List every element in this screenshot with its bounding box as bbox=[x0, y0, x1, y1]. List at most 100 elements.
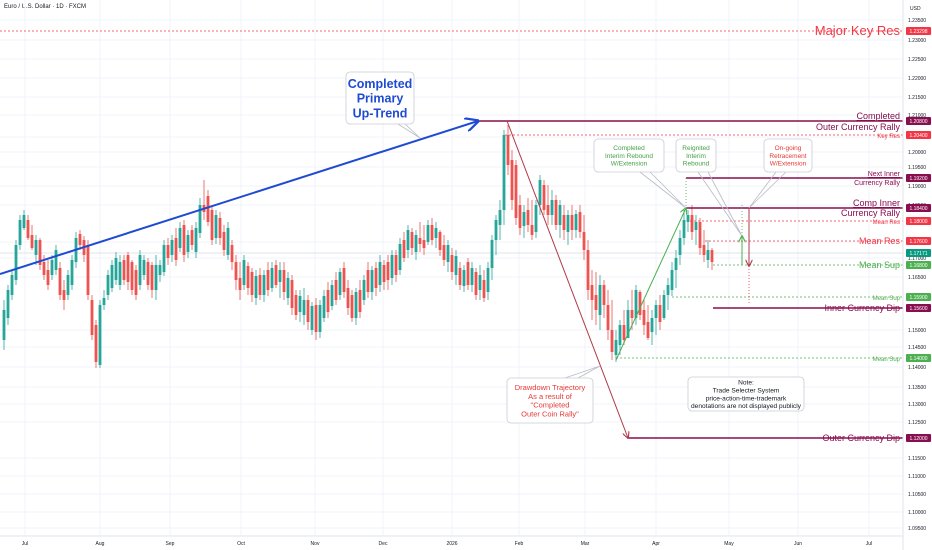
candle-down bbox=[234, 262, 238, 280]
price-tag-value: 1.17600 bbox=[909, 239, 927, 245]
callout-pointer bbox=[748, 171, 787, 209]
price-tag[interactable]: 1.19200 bbox=[906, 174, 931, 182]
price-tick-label: 1.10500 bbox=[908, 492, 926, 498]
price-tag[interactable]: 1.18400 bbox=[906, 204, 931, 212]
candle-up bbox=[626, 310, 630, 338]
callout-box bbox=[506, 377, 594, 424]
candle-down bbox=[586, 250, 590, 290]
candle-up bbox=[502, 135, 506, 210]
price-tag[interactable]: 1.16800 bbox=[906, 261, 931, 269]
callout-note: Note:Trade Selecter Systemprice-action-t… bbox=[687, 376, 805, 412]
candle-down bbox=[334, 280, 338, 300]
callout-box bbox=[345, 71, 415, 125]
time-axis[interactable]: Jul Aug Sep Oct Nov Dec 2026 Feb Mar Apr May Jun Jul bbox=[0, 535, 903, 547]
price-tag[interactable]: 1.18000 bbox=[906, 217, 931, 225]
candle-down bbox=[638, 292, 642, 315]
candle-up bbox=[254, 276, 258, 298]
price-tag-bg[interactable] bbox=[906, 261, 931, 269]
time-tick-label: Dec bbox=[379, 541, 388, 547]
candle-up bbox=[98, 305, 102, 365]
candle-up bbox=[694, 222, 698, 230]
price-tag-value: 1.12000 bbox=[909, 436, 927, 442]
callout-text: Reignited bbox=[682, 145, 710, 152]
candle-up bbox=[662, 295, 666, 318]
candle-up bbox=[310, 306, 314, 330]
callout-text: Outer Coin Rally" bbox=[521, 409, 579, 418]
price-tag[interactable]: 1.20800 bbox=[906, 117, 931, 125]
price-tag[interactable]: 1.17600 bbox=[906, 237, 931, 245]
price-tag[interactable]: 1.12000 bbox=[906, 434, 931, 442]
price-tick-label: 1.10000 bbox=[908, 510, 926, 516]
candle-down bbox=[130, 262, 134, 290]
candle-up bbox=[6, 290, 10, 318]
candle-up bbox=[154, 265, 158, 290]
price-tag[interactable]: 1.15900 bbox=[906, 293, 931, 301]
price-tick-label: 1.21000 bbox=[908, 113, 926, 119]
candle-down bbox=[578, 212, 582, 232]
candle-up bbox=[426, 225, 430, 242]
candle-up bbox=[706, 250, 710, 260]
price-tag-bg[interactable] bbox=[906, 217, 931, 225]
candle-down bbox=[658, 305, 662, 322]
price-tag[interactable]: 1.15600 bbox=[906, 304, 931, 312]
price-tag-value: 1.20800 bbox=[909, 119, 927, 125]
callout-text: Interim Rebound bbox=[605, 153, 653, 160]
price-tag[interactable]: 1.20400 bbox=[906, 131, 931, 139]
callout-text: Drawdown Trajectory bbox=[515, 383, 586, 392]
price-axis[interactable]: USD 1.23500 1.23000 1.22500 1.22000 1.21500 1.… bbox=[902, 0, 932, 550]
candle-up bbox=[454, 256, 458, 275]
price-tag[interactable]: 1.14000 bbox=[906, 354, 931, 362]
candle-up bbox=[494, 220, 498, 240]
candle-down bbox=[26, 220, 30, 238]
price-tag-bg[interactable] bbox=[906, 304, 931, 312]
candle-down bbox=[238, 278, 242, 290]
candle-up bbox=[194, 228, 198, 252]
candle-down bbox=[606, 305, 610, 330]
price-tag-value: 1.20400 bbox=[909, 133, 927, 139]
candle-up bbox=[406, 230, 410, 250]
candle-down bbox=[702, 245, 706, 255]
price-tag-bg[interactable] bbox=[906, 249, 931, 257]
price-tag-bg[interactable] bbox=[906, 204, 931, 212]
candle-down bbox=[218, 218, 222, 238]
price-tag-bg[interactable] bbox=[906, 174, 931, 182]
candle-down bbox=[94, 325, 98, 362]
candle-up bbox=[558, 205, 562, 225]
callout-pointer bbox=[639, 171, 687, 209]
price-tag-bg[interactable] bbox=[906, 293, 931, 301]
candle-up bbox=[490, 240, 494, 268]
candle-down bbox=[122, 260, 126, 280]
price-tag-bg[interactable] bbox=[906, 434, 931, 442]
callout-pointer bbox=[397, 123, 421, 139]
symbol-title: Euro / U.S. Dollar · 1D · FXCM bbox=[4, 4, 87, 10]
callout-text: Up-Trend bbox=[353, 106, 408, 120]
candle-up bbox=[286, 278, 290, 298]
label-completed-outer: Completed bbox=[856, 111, 900, 121]
price-tag-bg[interactable] bbox=[906, 117, 931, 125]
candle-up bbox=[390, 255, 394, 278]
price-tick-label: 1.13000 bbox=[908, 402, 926, 408]
price-tick-label: 1.13500 bbox=[908, 385, 926, 391]
price-tick-label: 1.11000 bbox=[908, 474, 926, 480]
candle-down bbox=[78, 234, 82, 245]
candle-down bbox=[182, 225, 186, 255]
candle-down bbox=[546, 205, 550, 215]
time-tick-label: 2026 bbox=[446, 541, 457, 547]
price-tag-bg[interactable] bbox=[906, 354, 931, 362]
price-tag-bg[interactable] bbox=[906, 27, 931, 35]
callout-box bbox=[687, 376, 805, 412]
price-tag[interactable]: 1.23298 bbox=[906, 27, 931, 35]
price-tick-label: 1.11500 bbox=[908, 456, 926, 462]
price-tag-bg[interactable] bbox=[906, 131, 931, 139]
candle-up bbox=[462, 270, 466, 286]
price-tag[interactable]: 1.17171 bbox=[906, 249, 931, 257]
price-tag-bg[interactable] bbox=[906, 237, 931, 245]
candle-down bbox=[386, 262, 390, 280]
candle-down bbox=[342, 268, 346, 292]
label-comp-inner: Comp Inner bbox=[853, 198, 900, 208]
price-tag-value: 1.16800 bbox=[909, 263, 927, 269]
